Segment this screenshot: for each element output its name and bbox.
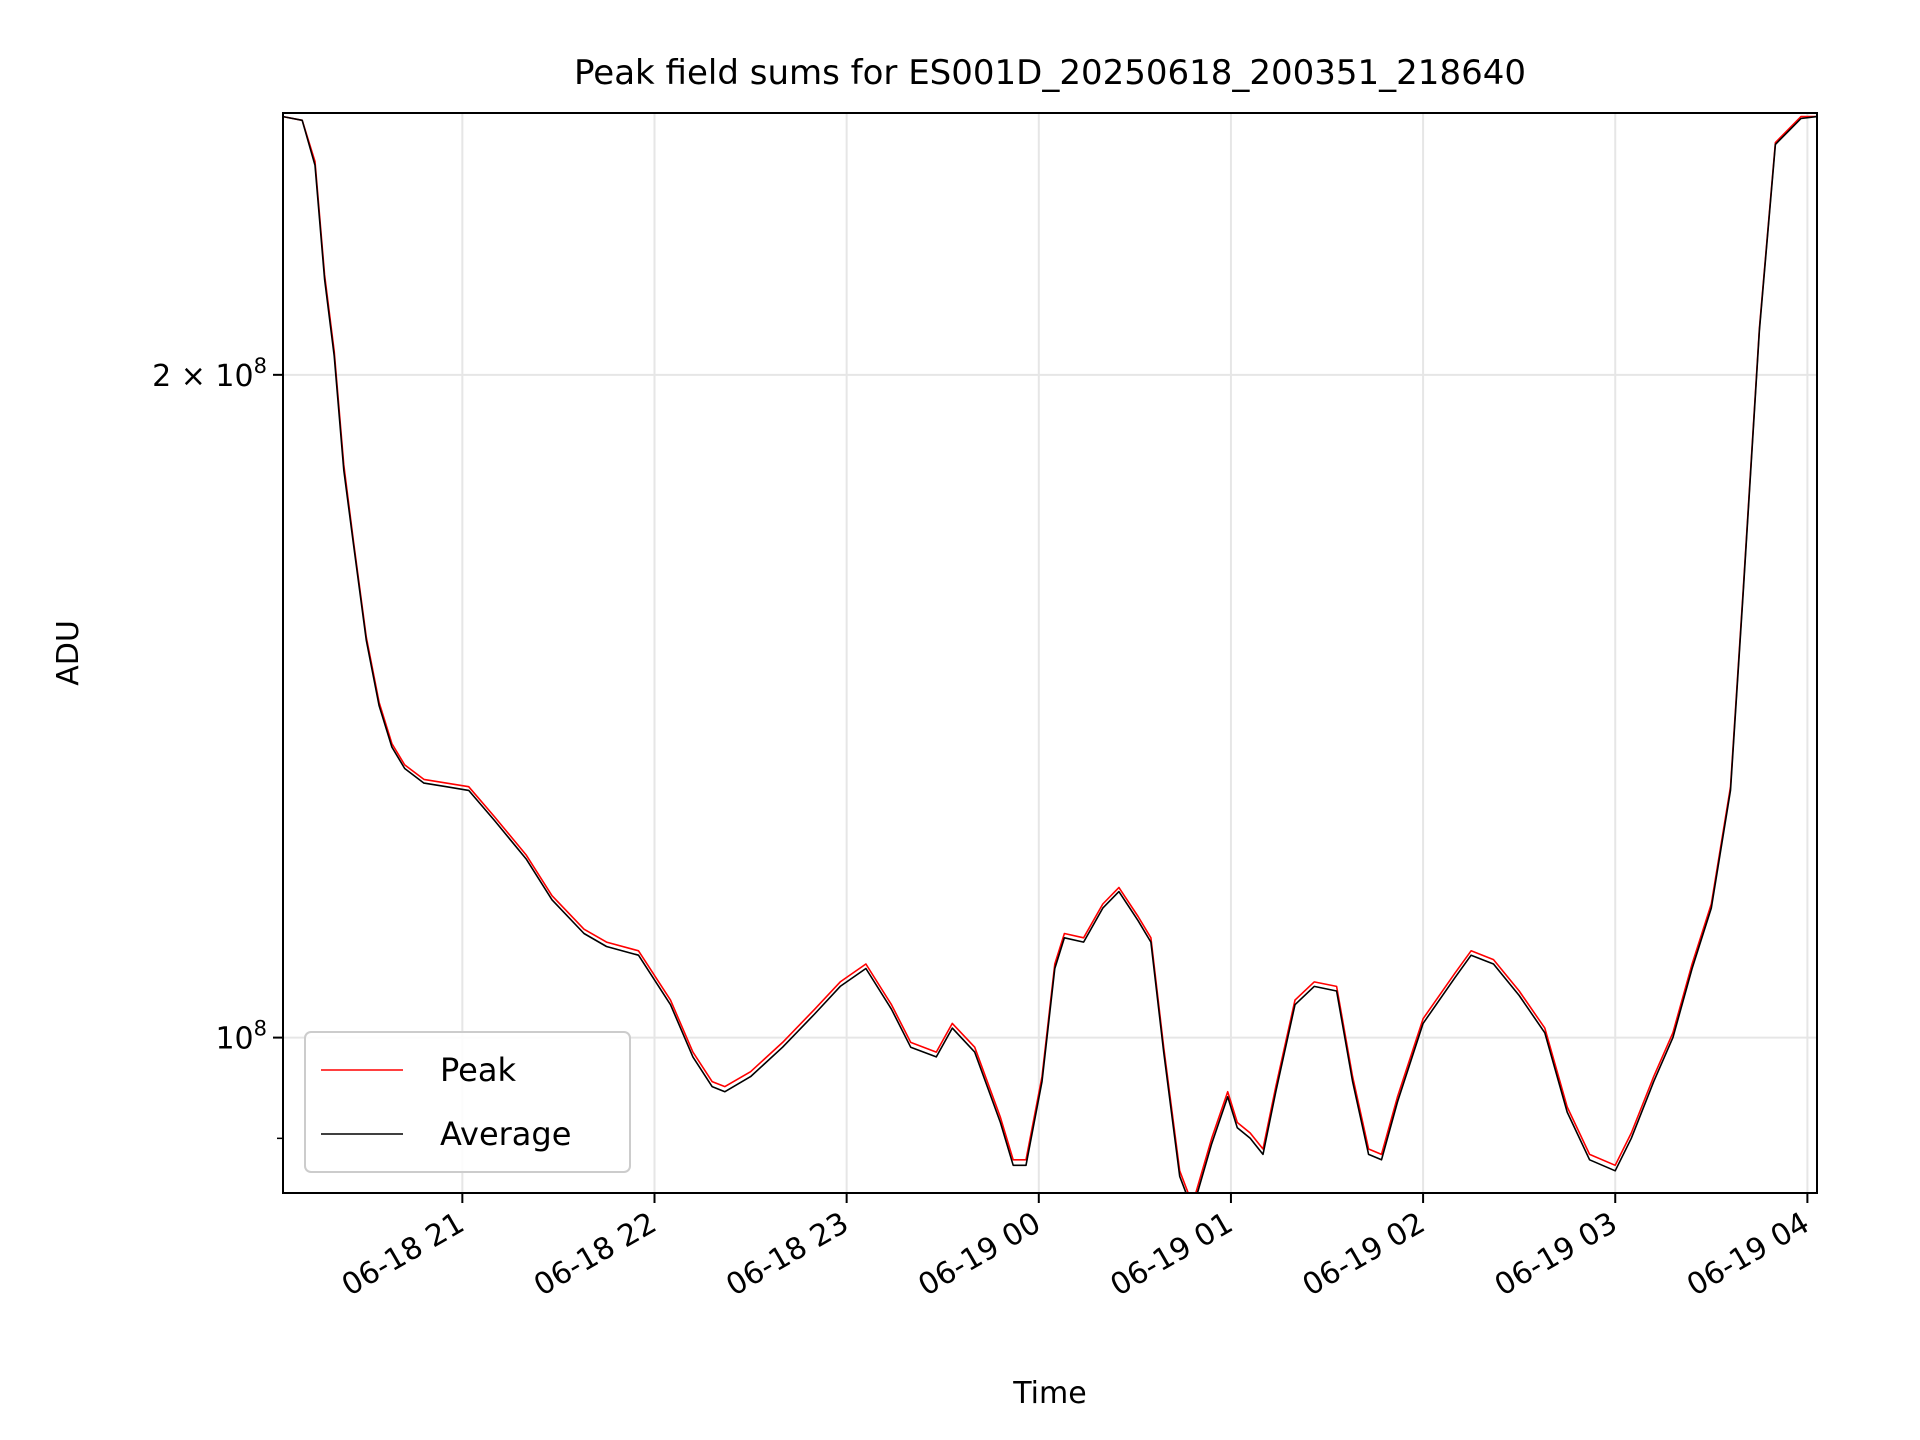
x-axis-label: Time [1012, 1376, 1086, 1411]
chart-title: Peak field sums for ES001D_20250618_2003… [574, 53, 1526, 93]
legend-label: Average [440, 1115, 571, 1153]
legend-label: Peak [440, 1051, 516, 1089]
y-tick-label-base: 2 × 10 [152, 359, 253, 394]
plot-lines [283, 115, 1817, 1193]
y-tick-label-exponent: 8 [254, 354, 267, 378]
series-line-peak [283, 115, 1817, 1193]
y-tick-label: 108 [215, 1017, 267, 1057]
y-tick-label: 2 × 108 [152, 354, 267, 394]
series-line-average [283, 115, 1817, 1193]
legend-box [304, 1031, 631, 1173]
plot-frame [282, 112, 1818, 1194]
grid [283, 113, 1817, 1193]
y-tick-label-base: 10 [215, 1022, 253, 1057]
legend: Peak Average [304, 1031, 631, 1173]
y-tick-label-exponent: 8 [254, 1017, 267, 1041]
y-axis-label: ADU [51, 620, 86, 686]
